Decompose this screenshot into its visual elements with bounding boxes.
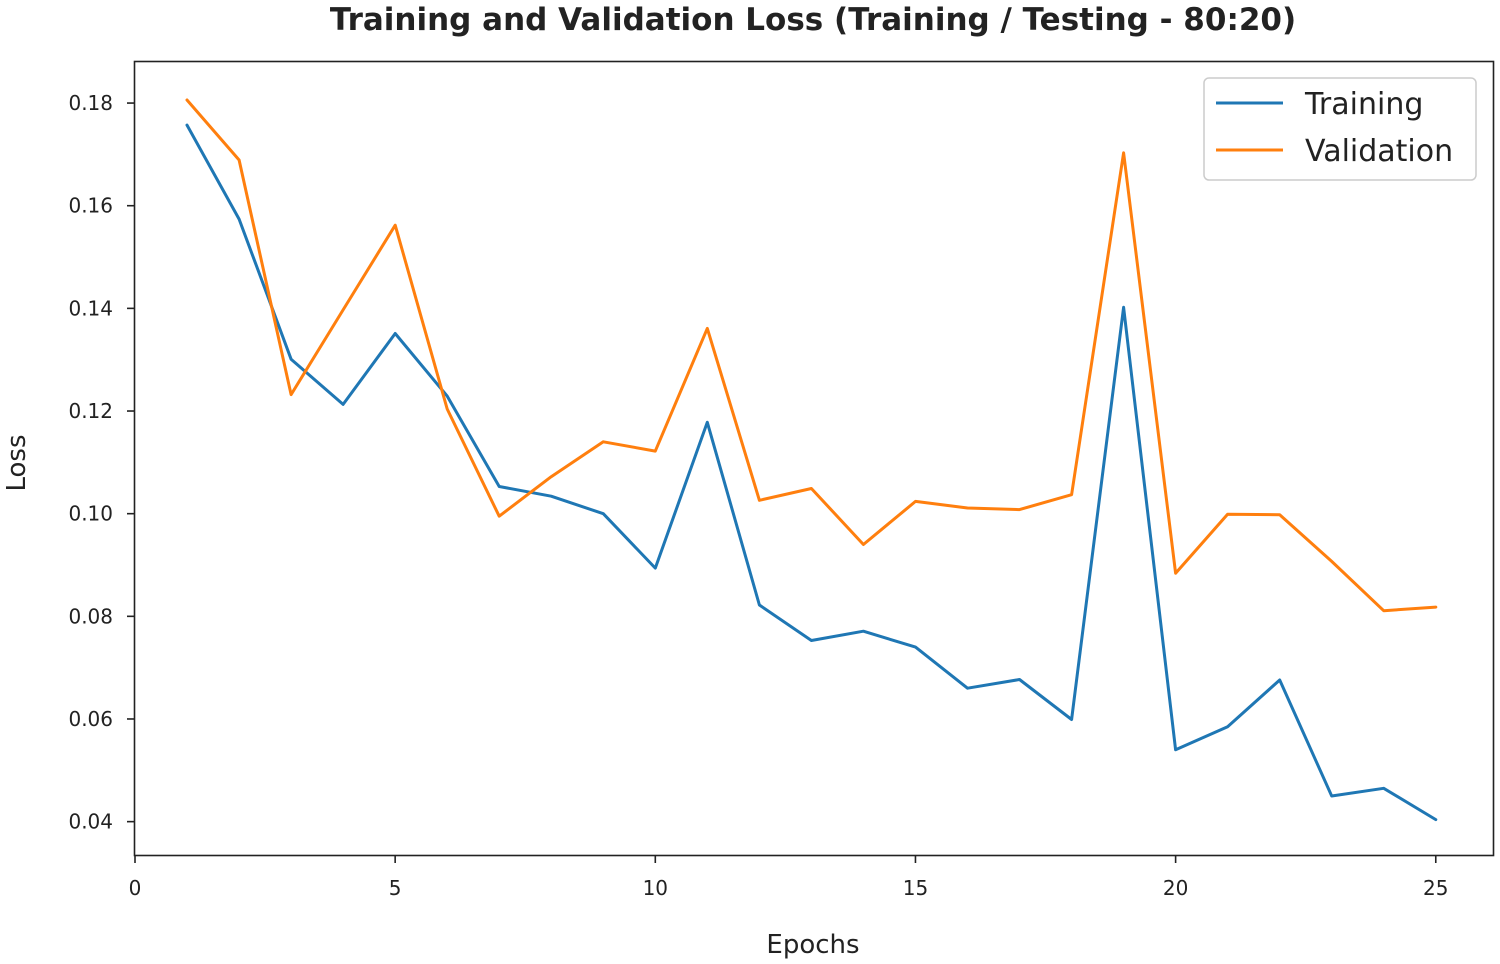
y-tick-label: 0.10 [68,502,113,526]
y-axis: 0.04 0.06 0.08 0.10 0.12 0.14 0.16 0.18 [68,91,135,834]
x-tick-label: 0 [129,876,142,900]
y-tick-label: 0.12 [68,399,113,423]
legend: Training Validation [1203,77,1477,181]
plot-area [185,98,1438,822]
legend-label-training: Training [1304,87,1423,122]
chart-title: Training and Validation Loss (Training /… [330,2,1296,38]
series-line-training [185,123,1438,822]
y-tick-label: 0.14 [68,296,113,320]
legend-label-validation: Validation [1305,134,1453,169]
plot-frame [133,60,1495,857]
x-tick-label: 10 [643,876,668,900]
x-tick-label: 5 [389,876,402,900]
y-axis-label: Loss [2,434,32,491]
x-tick-label: 15 [903,876,928,900]
x-tick-label: 20 [1163,876,1188,900]
x-tick-label: 25 [1423,876,1448,900]
x-axis: 0 5 10 15 20 25 [129,855,1448,900]
series-line-validation [185,98,1438,613]
x-axis-label: Epochs [766,930,859,960]
y-tick-label: 0.06 [68,707,113,731]
y-tick-label: 0.18 [68,91,113,115]
y-tick-label: 0.08 [68,604,113,628]
y-tick-label: 0.04 [68,810,113,834]
y-tick-label: 0.16 [68,194,113,218]
